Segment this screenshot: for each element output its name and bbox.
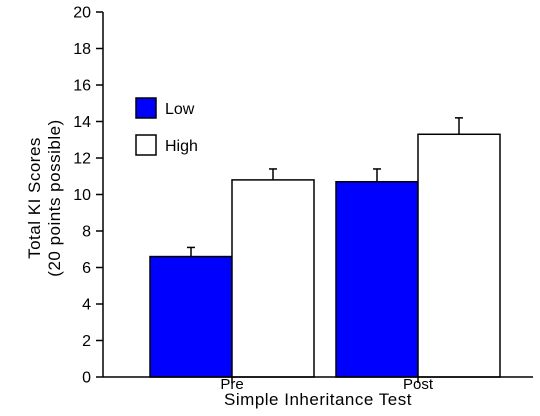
y-tick-label: 0 [82,370,91,387]
x-axis-categories: Pre Post [220,376,434,393]
bars [149,133,501,378]
bar-low-pre [149,255,233,378]
y-tick-label: 2 [82,333,91,350]
x-category-label-post: Post [403,376,434,393]
x-category-label-pre: Pre [220,376,243,393]
error-bars [187,117,463,257]
y-tick-label: 12 [73,151,91,168]
y-tick-label: 6 [82,260,91,277]
legend-swatch-low [135,97,157,119]
bar-low-post [335,180,419,378]
y-tick-label: 10 [73,187,91,204]
y-axis-ticks: 0 2 4 6 8 10 12 14 16 18 20 [73,5,103,387]
y-tick-label: 18 [73,41,91,58]
axes [102,12,533,378]
bar-high-pre [231,179,315,378]
bar-high-post [417,133,501,378]
y-axis-title: Total KI Scores (20 points possible) [25,119,64,276]
legend-swatch-high [135,134,157,156]
y-axis-title-line-1: Total KI Scores [25,137,44,259]
legend-label-low: Low [165,101,195,118]
x-axis-title: Simple Inheritance Test [224,390,412,409]
legend: Low High [135,97,198,156]
y-tick-label: 8 [82,224,91,241]
legend-label-high: High [165,138,198,155]
y-tick-label: 20 [73,5,91,22]
y-tick-label: 16 [73,78,91,95]
y-axis-title-line-2: (20 points possible) [45,119,64,276]
y-tick-label: 4 [82,297,91,314]
y-tick-label: 14 [73,114,91,131]
